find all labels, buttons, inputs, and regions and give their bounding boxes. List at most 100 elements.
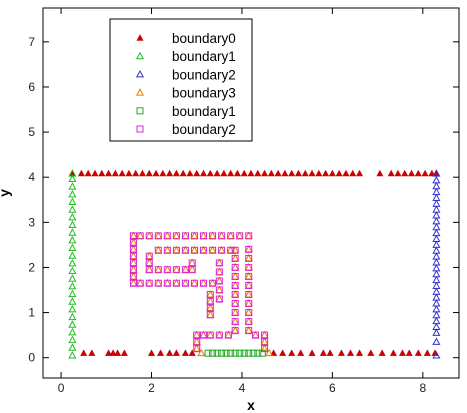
data-point <box>231 308 240 316</box>
data-point <box>145 258 154 266</box>
data-point <box>218 232 226 240</box>
data-point <box>245 349 253 357</box>
data-point <box>215 267 224 275</box>
data-point <box>125 169 133 177</box>
data-point <box>172 279 180 287</box>
data-point <box>163 232 171 240</box>
data-point <box>215 331 223 339</box>
data-point <box>188 266 196 274</box>
legend-marker <box>136 34 144 41</box>
series-3 <box>129 231 274 357</box>
data-point <box>261 331 269 339</box>
series-5 <box>129 232 269 353</box>
data-point <box>129 265 138 273</box>
data-point <box>245 272 253 280</box>
legend-label: boundary2 <box>172 67 236 82</box>
data-point <box>145 266 153 274</box>
data-point <box>84 169 92 177</box>
data-point <box>68 320 77 328</box>
data-point <box>163 266 171 274</box>
data-point <box>98 169 106 177</box>
data-point <box>136 232 144 240</box>
data-point <box>200 331 208 339</box>
y-tick-label: 3 <box>28 215 35 229</box>
data-point <box>231 246 239 254</box>
data-point <box>129 239 137 247</box>
data-point <box>240 169 248 177</box>
data-point <box>389 349 397 356</box>
data-point <box>432 275 441 284</box>
data-point <box>236 232 244 240</box>
data-point <box>308 349 316 356</box>
series-0 <box>68 169 440 356</box>
data-point <box>181 349 189 356</box>
data-point <box>227 169 235 177</box>
data-point <box>213 349 221 357</box>
data-point <box>245 291 253 299</box>
data-point <box>190 232 198 240</box>
data-point <box>129 258 138 266</box>
data-point <box>215 286 223 294</box>
data-point <box>145 279 153 287</box>
data-point <box>432 234 441 243</box>
data-point <box>342 169 350 177</box>
data-point <box>432 205 441 213</box>
data-point <box>206 331 214 339</box>
data-point <box>432 293 441 301</box>
data-point <box>68 228 77 236</box>
data-points <box>68 169 441 359</box>
data-point <box>172 265 181 273</box>
data-point <box>326 349 334 356</box>
legend-label: boundary1 <box>172 104 236 119</box>
data-point <box>432 216 441 225</box>
data-point <box>335 169 343 177</box>
data-point <box>68 304 77 313</box>
data-point <box>315 169 323 177</box>
data-point <box>206 311 214 319</box>
data-point <box>199 330 208 339</box>
data-point <box>215 295 223 303</box>
data-point <box>80 349 88 356</box>
data-point <box>129 259 137 267</box>
data-point <box>432 322 441 331</box>
data-point <box>288 349 296 356</box>
data-point <box>118 169 126 177</box>
data-point <box>231 263 240 271</box>
data-point <box>68 289 77 298</box>
data-point <box>68 274 77 282</box>
data-point <box>68 212 77 221</box>
data-point <box>432 287 441 295</box>
data-point <box>227 349 235 357</box>
data-point <box>432 337 441 345</box>
data-point <box>154 246 162 254</box>
data-point <box>220 169 228 177</box>
data-point <box>163 279 171 287</box>
data-point <box>129 238 138 246</box>
data-point <box>245 327 253 335</box>
data-point <box>68 182 77 190</box>
data-point <box>145 232 153 240</box>
data-point <box>190 279 198 287</box>
data-point <box>188 265 197 273</box>
data-point <box>432 222 441 231</box>
data-point <box>233 169 241 177</box>
data-point <box>267 169 275 177</box>
y-tick-label: 0 <box>28 351 35 365</box>
data-point <box>114 349 122 356</box>
data-point <box>376 169 384 177</box>
data-point <box>218 349 226 357</box>
data-point <box>254 169 262 177</box>
axis-ticks: 0 2 4 6 8 0 1 2 3 4 5 6 7 <box>28 8 459 395</box>
data-point <box>172 169 180 177</box>
data-point <box>322 169 330 177</box>
y-tick-label: 1 <box>28 306 35 320</box>
data-point <box>432 304 441 313</box>
data-point <box>77 169 85 177</box>
data-point <box>356 349 364 356</box>
data-point <box>288 169 296 177</box>
data-point <box>206 310 215 318</box>
data-point <box>432 328 441 336</box>
data-point <box>401 169 409 177</box>
data-point <box>432 299 441 307</box>
data-point <box>346 349 354 356</box>
